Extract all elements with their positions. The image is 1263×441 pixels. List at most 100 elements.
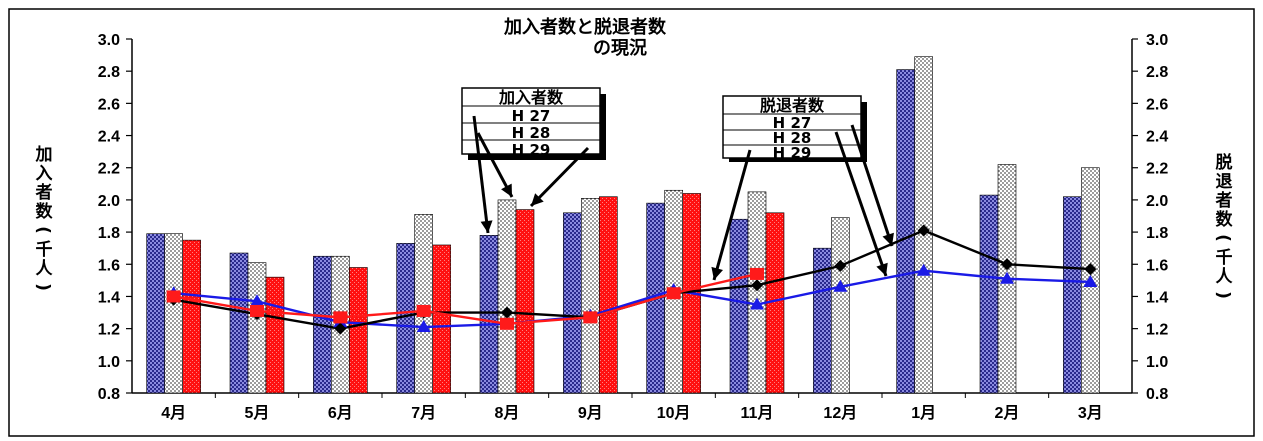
x-tick-label: 4月 [161,404,186,422]
annotation-arrow-head [711,266,723,280]
bar-h29-2 [349,267,368,394]
marker-h29 [666,287,681,300]
marker-h27 [1083,274,1098,287]
legend-bars-title: 加入者数 [498,88,564,107]
marker-h27 [750,297,764,310]
marker-h28 [1084,263,1097,276]
x-tick-label: 6月 [328,404,353,422]
legend-bars-h29: H 29 [512,141,551,159]
bar-h27-7 [729,218,749,394]
y-axis-label-left: 加入者数 (千人) [33,145,54,291]
legend-lines-h27: H 27 [773,114,812,132]
y-tick-label-left: 3.0 [98,32,120,49]
line-h29 [173,272,758,326]
y-tick-label-right: 2.4 [1146,129,1168,146]
marker-h27 [250,294,264,307]
bar-h28-0 [164,233,183,394]
bar-h27-4 [479,235,499,394]
y-tick-label-left: 2.8 [98,64,120,81]
y-axis-label-char: 退 [1216,172,1233,192]
y-tick-label-right: 2.0 [1146,193,1168,210]
bar-h27-1 [229,252,249,394]
y-tick-label-left: 1.6 [98,257,120,274]
legend-lines-h29: H 29 [773,144,812,162]
legend-lines-box [722,95,862,159]
bar-h29-0 [182,239,201,394]
x-tick-label: 10月 [657,404,691,422]
bar-h29-3 [432,244,451,394]
bar-h27-5 [563,212,582,394]
x-tick-label: 11月 [741,404,774,422]
legend-lines-h28: H 28 [773,129,812,147]
bars-group [146,56,1100,394]
marker-h28 [917,224,930,237]
axes-group: 0.8 0.8 1.0 1.0 1.2 1.2 1.4 1.4 1.6 1.6 1.8 1.8 2.0 2… [98,32,1169,422]
y-tick-label-left: 2.2 [98,161,120,178]
y-tick-label-left: 2.6 [98,96,120,113]
y-axis-label-char: 数 [36,201,54,222]
y-axis-label-char: ) [33,283,53,291]
y-axis-label-char: 者 [35,182,53,203]
marker-h28 [834,259,847,272]
marker-h27 [416,320,431,333]
bar-h27-11 [1063,196,1082,394]
marker-h29 [416,304,431,317]
y-axis-label-char: ) [1213,291,1233,299]
x-tick-label: 3月 [1078,404,1103,422]
bar-h28-7 [747,191,767,394]
annotation-arrow-line [476,132,514,198]
bar-h28-3 [414,214,433,394]
bar-h28-4 [497,199,517,394]
y-tick-label-right: 2.2 [1146,161,1168,178]
y-tick-label-left: 1.0 [98,354,120,371]
marker-h29 [500,317,514,330]
bar-h29-4 [515,209,535,394]
x-tick-label: 8月 [495,404,520,422]
bar-h27-0 [146,233,165,394]
x-tick-label: 12月 [823,404,857,422]
y-axis-label-char: 入 [36,164,53,184]
bar-h27-10 [979,194,999,394]
y-tick-label-left: 1.2 [98,322,120,339]
y-tick-label-left: 1.4 [98,289,120,306]
annotation-arrow-line [529,146,590,208]
marker-h27 [916,263,931,276]
y-axis-label-char: 千 [1216,248,1233,268]
legend-lines: 脱退者数 H 27 H 28 H 29 [722,95,867,162]
bar-h28-5 [581,198,600,394]
marker-h28 [751,279,763,292]
y-axis-label-right: 脱退者数 (千人) [1213,152,1234,299]
y-tick-label-right: 3.0 [1146,32,1168,49]
x-tick-label: 5月 [245,404,270,422]
y-axis-label-char: ( [1213,234,1233,242]
legend-lines-title: 脱退者数 [760,96,825,115]
x-tick-label: 9月 [578,404,603,422]
marker-h29 [250,304,264,317]
y-tick-label-left: 2.4 [98,129,120,146]
y-axis-label-char: 人 [1216,267,1234,287]
bar-h28-1 [247,262,267,394]
y-axis-label-char: 数 [1216,209,1234,230]
annotation-arrow-line [472,115,490,234]
bar-h27-9 [896,69,915,394]
y-tick-label-right: 1.4 [1146,289,1168,306]
y-axis-label-char: 人 [36,259,54,279]
y-axis-label-char: 者 [1215,190,1233,211]
lines-group [173,229,1091,330]
annotation-arrow-head [876,262,888,276]
x-tick-label: 2月 [995,404,1020,422]
marker-h29 [583,311,598,324]
line-h27 [173,269,1091,329]
y-axis-label-char: 加 [35,145,53,165]
y-tick-label-left: 0.8 [98,386,120,403]
annotation-arrow-head [531,193,544,206]
bar-h29-5 [599,196,618,394]
y-tick-label-left: 1.8 [98,225,120,242]
y-tick-label-right: 1.2 [1146,322,1168,339]
y-tick-label-right: 1.8 [1146,225,1168,242]
y-axis-label-char: 千 [36,240,53,260]
y-tick-label-left: 2.0 [98,193,120,210]
marker-h29 [750,267,764,280]
